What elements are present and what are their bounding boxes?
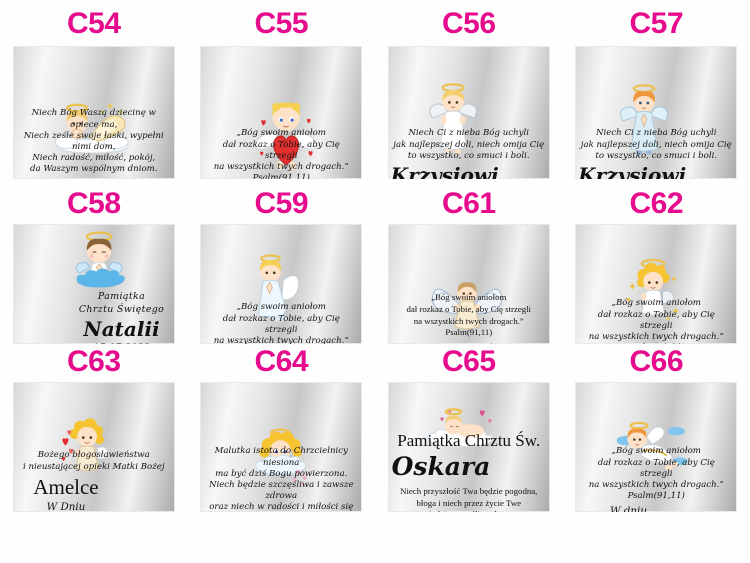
cards-grid: C54 Niech Bóg Waszą dziecinę w opiece ma… (0, 2, 750, 540)
card-text-name-script: Krzysiowi (390, 162, 499, 180)
card-text-name-script: Krzysiowi (16, 178, 124, 179)
catalog-cell: C64 Malutka istota do Chrzcielnicy niesi… (188, 344, 376, 540)
card-text-name-script: Krzysiowi (578, 162, 687, 180)
flying-angel-icon (575, 420, 727, 478)
card-preview: „Bóg swoim aniołom dał rozkaz o Tobie, a… (200, 46, 363, 180)
card-text-verse: Niech Bóg Waszą dziecinę w opiece ma, Ni… (23, 108, 164, 175)
card-preview: Pamiątka Chrztu Św. Oskara Niech przyszłoś… (387, 382, 550, 513)
design-code: C61 (441, 187, 496, 220)
angel-on-cloud-hearts-icon (208, 428, 360, 486)
catalog-cell: C57 Niech Ci z nieba Bóg uchyli jak najl… (563, 2, 750, 186)
angel-spread-wings-icon (391, 272, 543, 334)
card-text-verse: Malutka istota do Chrzcielnicy niesiona … (208, 446, 354, 513)
catalog-cell: C65 Pamiątka Chrztu Św. Oskara Niech przys… (375, 344, 563, 540)
design-code: C56 (441, 7, 496, 40)
design-code: C59 (254, 187, 309, 220)
card-text-sub: W dniu Chrztu Świętego (609, 505, 647, 513)
card-text-verse: „Bóg swoim aniołom dał rozkaz o Tobie, a… (213, 128, 349, 180)
card-text-name-script: Natalii (83, 316, 160, 341)
design-code: C64 (254, 345, 309, 378)
card-preview: Niech Ci z nieba Bóg uchyli jak najlepsz… (575, 46, 738, 180)
card-text-date-mid: 15.07.2022 (71, 343, 171, 344)
catalog-cell: C63 Bożego błogosławieństwa i nieustając… (0, 344, 188, 540)
card-preview: Bożego błogosławieństwa i nieustającej o… (12, 382, 175, 513)
praying-angel-blue-icon (575, 84, 720, 160)
card-text-verse: „Bóg swoim aniołom dał rozkaz o Tobie, a… (588, 298, 724, 344)
curly-angel-with-stars-icon (576, 258, 728, 326)
card-preview: Malutka istota do Chrzcielnicy niesiona … (200, 382, 363, 513)
design-code: C65 (441, 345, 496, 378)
design-code: C62 (629, 187, 684, 220)
card-text-name-print: Amelce (33, 474, 99, 499)
card-text-verse-up: „Bóg swoim aniołom dał rozkaz o Tobie, a… (406, 292, 532, 338)
design-code: C55 (254, 7, 309, 40)
card-text-occasion: Pamiątka Chrztu Świętego (78, 291, 165, 315)
standing-angel-icon (388, 82, 529, 158)
card-preview: „Bóg swoim aniołom dał rozkaz o Tobie, a… (575, 382, 738, 513)
card-text-verse: Bożego błogosławieństwa i nieustającej o… (23, 450, 165, 472)
card-text-title-print: Pamiątka Chrztu Św. (397, 431, 541, 451)
angel-boy-on-cloud-icon (23, 230, 175, 292)
sleeping-baby-on-cloud-icon (388, 406, 537, 450)
card-preview: „Bóg swoim aniołom dał rozkaz o Tobie, a… (200, 224, 363, 344)
catalog-cell: C55 „Bóg swoim aniołom dał rozkaz o Tobi… (188, 2, 376, 186)
kneeling-angel-icon (200, 252, 351, 324)
catalog-cell: C54 Niech Bóg Waszą dziecinę w opiece ma… (0, 2, 188, 186)
design-code: C58 (66, 187, 121, 220)
cupid-with-heart-icon (210, 96, 362, 172)
card-preview: „Bóg swoim aniołom dał rozkaz o Tobie, a… (387, 224, 550, 344)
card-preview: Niech Bóg Waszą dziecinę w opiece ma, Ni… (12, 46, 175, 180)
card-preview: „Bóg swoim aniołom dał rozkaz o Tobie, a… (575, 224, 738, 344)
card-text-verse: Niech Ci z nieba Bóg uchyli jak najlepsz… (580, 128, 732, 161)
card-text-verse: „Bóg swoim aniołom dał rozkaz o Tobie, a… (213, 302, 349, 344)
angel-with-hearts-icon (13, 416, 162, 478)
design-code: C63 (66, 345, 121, 378)
catalog-cell: C62 „Bóg swoim aniołom dał rozkaz o Tobi… (563, 186, 750, 344)
design-code: C57 (629, 7, 684, 40)
card-text-verse-up: Niech przyszłość Twa będzie pogodna, bło… (400, 486, 538, 512)
card-preview: Niech Ci z nieba Bóg uchyli jak najlepsz… (387, 46, 550, 180)
card-text-verse: „Bóg swoim aniołom dał rozkaz o Tobie, a… (588, 446, 724, 502)
angel-praying-on-cloud-icon (16, 98, 168, 154)
catalog-cell: C59 „Bóg swoim aniołom dał rozkaz o Tobi… (188, 186, 376, 344)
catalog-cell: C61 „Bóg swoim aniołom dał rozkaz o Tobi… (375, 186, 563, 344)
card-text-name-script-xl: Oskara (391, 451, 491, 481)
card-text-sub: W Dniu Chrztu Świętego (46, 500, 86, 513)
catalog-cell: C66 „Bóg swoim aniołom dał rozkaz o Tobi… (563, 344, 750, 540)
card-text-verse: Niech Ci z nieba Bóg uchyli jak najlepsz… (393, 128, 545, 161)
design-code: C54 (66, 7, 121, 40)
catalog-cell: C56 Niech Ci z nieba Bóg uchyli jak najl… (375, 2, 563, 186)
design-code: C66 (629, 345, 684, 378)
